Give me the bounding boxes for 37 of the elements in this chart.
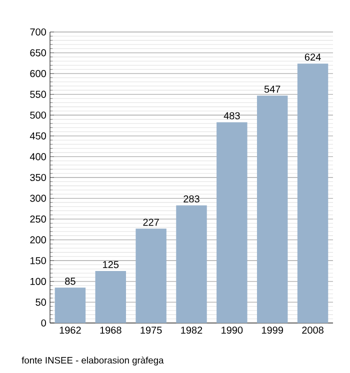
y-tick-label: 300 (30, 194, 46, 202)
y-tick-label: 250 (30, 216, 46, 223)
y-tick-label: 400 (30, 153, 46, 160)
bar (216, 122, 248, 323)
x-tick-label: 1962 (60, 326, 81, 334)
x-tick-label: 1990 (222, 326, 243, 334)
y-tick-label: 600 (30, 70, 46, 78)
data-label: 483 (224, 112, 240, 120)
x-tick-label: 1975 (140, 326, 162, 334)
bar (95, 271, 126, 323)
y-tick-label: 700 (30, 28, 46, 36)
bar (136, 228, 166, 323)
bar (256, 96, 288, 323)
bar (297, 64, 328, 323)
bar (176, 205, 207, 323)
y-tick-label: 650 (30, 49, 46, 56)
y-tick-label: 200 (30, 236, 46, 244)
y-tick-label: 50 (36, 298, 46, 306)
y-tick-label: 150 (30, 257, 46, 264)
data-label: 125 (103, 261, 119, 268)
y-tick-label: 100 (30, 278, 46, 285)
data-label: 85 (65, 278, 76, 285)
x-tick-label: 1999 (262, 326, 283, 334)
data-label: 227 (143, 218, 159, 226)
y-tick-label: 500 (30, 112, 46, 119)
x-tick-label: 2008 (302, 326, 324, 334)
y-tick-label: 350 (30, 174, 46, 182)
data-label: 283 (184, 195, 200, 202)
x-tick-label: 1968 (100, 326, 122, 334)
bar (54, 288, 86, 323)
y-tick-label: 450 (30, 132, 46, 140)
source-note: fonte INSEE - elaborasion gràfega (22, 356, 164, 366)
x-tick-label: 1982 (181, 326, 202, 334)
y-tick-label: 0 (41, 319, 46, 327)
y-tick-label: 550 (30, 90, 46, 98)
data-label: 547 (264, 86, 280, 93)
data-label: 624 (304, 54, 321, 61)
